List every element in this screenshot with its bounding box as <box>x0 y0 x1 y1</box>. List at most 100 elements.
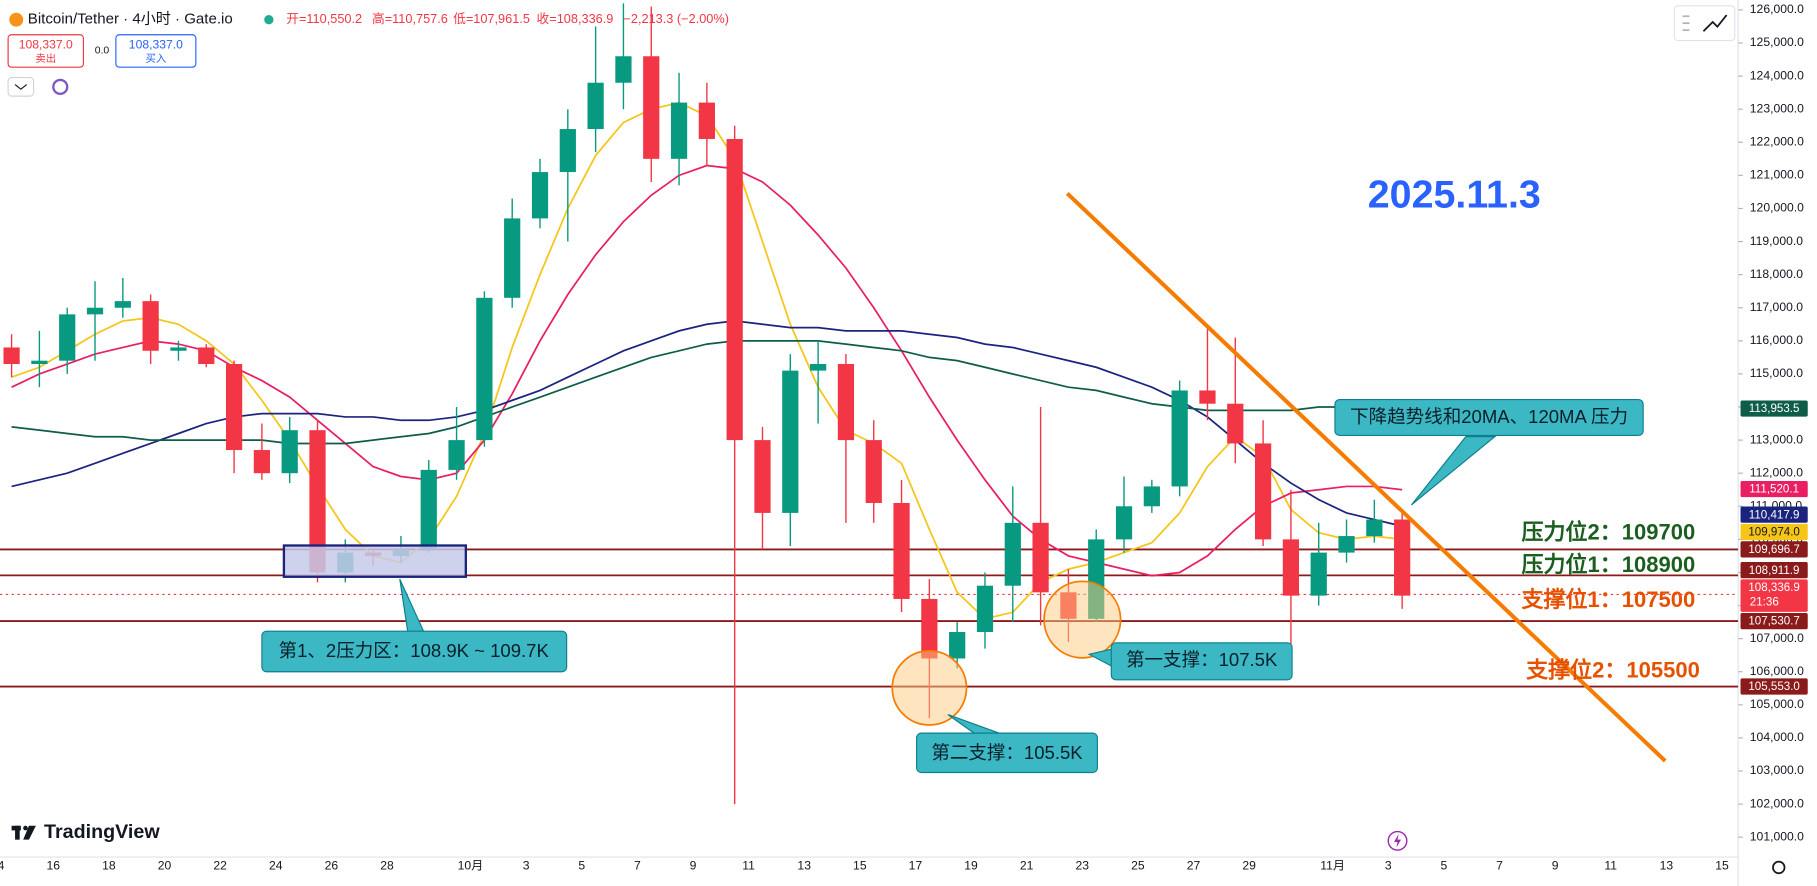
sell-button[interactable] <box>7 34 85 68</box>
buy-button[interactable] <box>115 34 197 68</box>
candle-body <box>1115 506 1133 540</box>
x-tick-label: 18 <box>102 859 116 873</box>
candle-body <box>531 172 549 219</box>
candle-body <box>3 347 20 364</box>
y-tick-label: 115,000.0 <box>1750 366 1803 380</box>
candle-body <box>559 129 576 173</box>
toolbar-icon[interactable] <box>1702 14 1728 32</box>
x-tick-label: 16 <box>47 859 61 873</box>
ohlc-high: 高=110,757.6 <box>372 11 448 26</box>
candle-body <box>1310 552 1327 596</box>
x-tick-label: 7 <box>634 859 641 873</box>
price-tag <box>1740 612 1808 630</box>
buy-label[interactable]: 买入 <box>145 53 166 65</box>
y-tick-label: 121,000.0 <box>1750 168 1804 182</box>
symbol[interactable]: Bitcoin/Tether · 4小时 · Gate.io <box>28 11 233 28</box>
y-tick-label: 107,000.0 <box>1750 631 1804 645</box>
buy-price[interactable]: 108,337.0 <box>129 37 183 51</box>
candle-body <box>114 301 131 308</box>
symbol-icon <box>9 12 24 27</box>
callout-text: 第1、2压力区：108.9K ~ 109.7K <box>279 640 550 661</box>
x-tick-label: 13 <box>797 859 811 873</box>
candle-body <box>1032 522 1049 593</box>
candle-body <box>1227 403 1244 444</box>
x-tick-label: 15 <box>1715 859 1729 873</box>
price-tag-label: 107,530.7 <box>1748 616 1800 628</box>
y-tick-label: 113,000.0 <box>1750 432 1803 446</box>
x-tick-label: 7 <box>1496 859 1503 873</box>
x-tick-label: 17 <box>909 859 923 873</box>
y-tick-label: 126,000.0 <box>1750 2 1804 16</box>
price-tag <box>1740 579 1808 612</box>
candle-body <box>1338 536 1355 553</box>
x-tick-label: 3 <box>1385 859 1392 873</box>
level-label: 支撑位1：107500 <box>1522 587 1696 612</box>
price-tag <box>1740 562 1808 579</box>
candle-body <box>1199 390 1216 404</box>
x-tick-label: 27 <box>1187 859 1201 873</box>
support-circle <box>891 650 968 726</box>
price-tag-label: 108,336.9 <box>1748 582 1800 594</box>
x-tick-label: 28 <box>380 859 394 873</box>
x-tick-label: 25 <box>1131 859 1145 873</box>
candle-body <box>309 430 326 573</box>
price-tag <box>1740 506 1808 523</box>
level-label: 压力位1：108900 <box>1522 552 1696 577</box>
y-tick-label: 117,000.0 <box>1750 300 1803 314</box>
ohlc-change: −2,213.3 (−2.00%) <box>623 11 729 26</box>
candle-body <box>810 363 827 371</box>
callout-text: 下降趋势线和20MA、120MA 压力 <box>1350 406 1628 427</box>
y-tick-label: 103,000.0 <box>1750 763 1804 777</box>
y-tick-label: 112,000.0 <box>1750 465 1803 479</box>
price-tag <box>1740 480 1808 498</box>
y-tick-label: 106,000.0 <box>1750 664 1804 678</box>
moving-average <box>11 339 1403 445</box>
toolbar-handle[interactable] <box>1682 15 1690 31</box>
candle-body <box>921 598 938 659</box>
candle-body <box>86 307 104 315</box>
level-label: 压力位2：109700 <box>1522 520 1696 545</box>
logo-shape <box>23 825 28 831</box>
y-tick-label: 105,000.0 <box>1750 697 1804 711</box>
price-tag-label: 109,696.7 <box>1748 544 1800 556</box>
callout-pointer <box>1410 436 1497 506</box>
candle-body <box>504 218 521 298</box>
candle-body <box>170 347 187 351</box>
sell-label[interactable]: 卖出 <box>35 52 56 65</box>
candle-body <box>587 82 604 130</box>
date-label: 2025.11.3 <box>1368 172 1541 216</box>
y-tick-label: 125,000.0 <box>1750 35 1804 49</box>
price-tag-label: 105,553.0 <box>1748 681 1800 693</box>
candle-body <box>31 360 48 364</box>
ohlc-open: 开=110,550.2 <box>286 11 362 26</box>
x-tick-label: 24 <box>269 859 283 873</box>
y-tick-label: 119,000.0 <box>1750 234 1803 248</box>
price-tag-label: 110,417.9 <box>1749 509 1800 521</box>
spread: 0.0 <box>95 46 110 57</box>
price-tag-label: 109,974.0 <box>1748 527 1800 539</box>
price-tag-countdown: 21:36 <box>1750 597 1779 609</box>
indicator-icon[interactable] <box>52 78 69 95</box>
candle-body <box>1143 486 1160 507</box>
price-tag <box>1740 400 1808 417</box>
candle-body <box>448 440 465 470</box>
candle-body <box>1366 519 1383 537</box>
candle-body <box>615 56 632 83</box>
moving-average <box>11 164 1403 577</box>
x-tick-label: 13 <box>1660 859 1674 873</box>
candle-body <box>198 347 215 364</box>
level-label: 支撑位2：105500 <box>1526 658 1700 683</box>
collapse-button[interactable] <box>7 77 35 97</box>
price-tag <box>1740 541 1808 558</box>
callout-text: 第二支撑：105.5K <box>931 742 1083 763</box>
candle-body <box>1004 522 1021 586</box>
price-tag-label: 113,953.5 <box>1749 403 1800 415</box>
candle-body <box>893 502 910 599</box>
candle-body <box>225 363 243 451</box>
x-tick-label: 29 <box>1242 859 1256 873</box>
settings-icon[interactable] <box>1772 860 1786 875</box>
sell-price[interactable]: 108,337.0 <box>19 37 73 51</box>
x-tick-label: 26 <box>325 859 339 873</box>
